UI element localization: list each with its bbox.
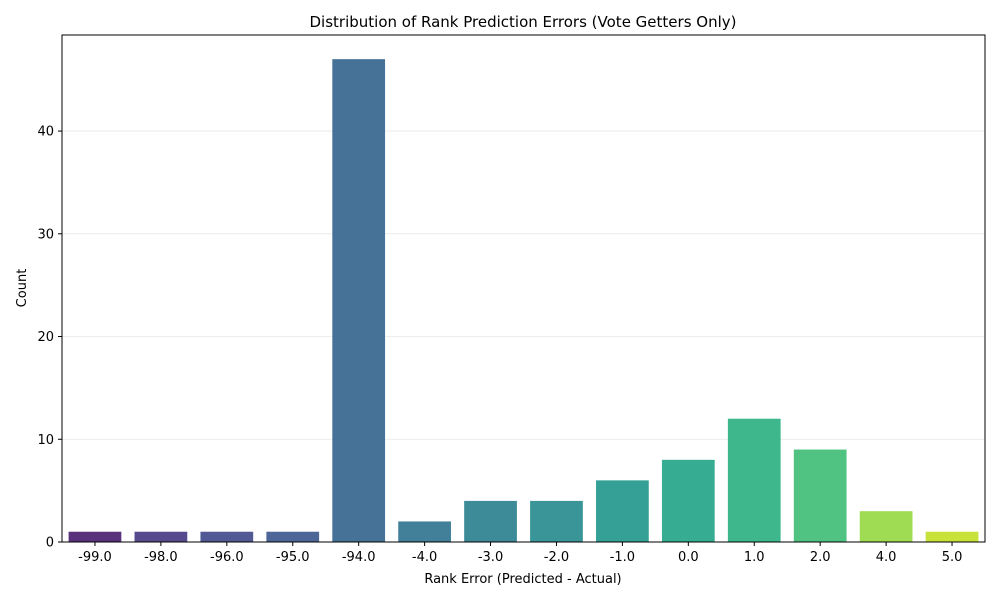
- x-tick-label: -2.0: [544, 550, 569, 565]
- x-tick-label: 1.0: [744, 550, 765, 565]
- y-tick-label: 0: [46, 536, 54, 551]
- plot-frame: [61, 34, 986, 543]
- bar--99.0: [68, 531, 122, 542]
- y-tick-label: 10: [37, 433, 54, 448]
- chart-title: Distribution of Rank Prediction Errors (…: [310, 13, 737, 31]
- bar-5.0: [925, 531, 979, 542]
- bar--3.0: [464, 500, 517, 542]
- bar--98.0: [134, 531, 188, 542]
- bar-1.0: [727, 418, 781, 542]
- x-tick-label: 4.0: [876, 550, 897, 565]
- x-tick-label: -96.0: [210, 550, 244, 565]
- y-tick-label: 40: [37, 125, 54, 140]
- bar-4.0: [859, 511, 913, 542]
- x-tick-label: -4.0: [412, 550, 437, 565]
- bar-2.0: [793, 449, 847, 542]
- y-axis-label: Count: [15, 269, 30, 308]
- bar--95.0: [266, 531, 320, 542]
- bars: [68, 59, 979, 543]
- x-tick-label: -95.0: [276, 550, 310, 565]
- x-tick-label: -98.0: [144, 550, 178, 565]
- y-axis-ticks: 0 10 20 30 40: [37, 125, 62, 551]
- y-tick-label: 30: [37, 227, 54, 242]
- x-tick-label: -1.0: [610, 550, 635, 565]
- x-tick-label: 0.0: [678, 550, 699, 565]
- bar-0.0: [661, 459, 715, 542]
- x-tick-label: -94.0: [342, 550, 376, 565]
- grid-lines: [62, 130, 985, 440]
- y-tick-label: 20: [37, 330, 54, 345]
- x-tick-label: 5.0: [942, 550, 963, 565]
- x-axis-label: Rank Error (Predicted - Actual): [424, 572, 621, 587]
- bar--94.0: [332, 59, 386, 543]
- bar--1.0: [596, 480, 649, 542]
- bar--4.0: [398, 521, 451, 542]
- x-axis-ticks: -99.0 -98.0 -96.0 -95.0 -94.0 -4.0 -3.0 -2.0 -1.…: [78, 542, 962, 565]
- x-tick-label: -99.0: [78, 550, 112, 565]
- x-tick-label: 2.0: [810, 550, 831, 565]
- bar--2.0: [530, 500, 583, 542]
- x-tick-label: -3.0: [478, 550, 503, 565]
- bar--96.0: [200, 531, 254, 542]
